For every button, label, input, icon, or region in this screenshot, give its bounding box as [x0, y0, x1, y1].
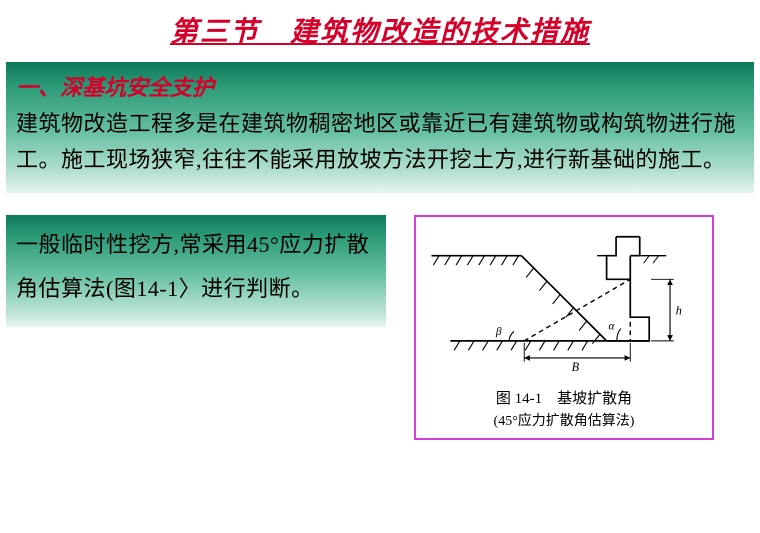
- label-h: h: [676, 303, 682, 317]
- section-2-body: 一般临时性挖方,常采用45°应力扩散角估算法(图14-1〉进行判断。: [16, 223, 376, 311]
- section-1-block: 一、深基坑安全支护 建筑物改造工程多是在建筑物稠密地区或靠近已有建筑物或构筑物进…: [6, 62, 754, 193]
- label-beta: β: [495, 326, 502, 338]
- figure-caption-2: (45°应力扩散角估算法): [422, 410, 706, 430]
- label-B: B: [572, 360, 580, 374]
- figure-diagram: α β B h: [422, 223, 706, 383]
- label-alpha: α: [608, 320, 615, 332]
- section-1-subheading: 一、深基坑安全支护: [16, 70, 744, 102]
- row-2: 一般临时性挖方,常采用45°应力扩散角估算法(图14-1〉进行判断。: [6, 215, 754, 440]
- figure-box: α β B h 图 14-1 基坡扩散角 (45°应力扩散角估算法): [414, 215, 714, 440]
- section-1-body: 建筑物改造工程多是在建筑物稠密地区或靠近已有建筑物或构筑物进行施工。施工现场狭窄…: [16, 106, 744, 179]
- section-2-block: 一般临时性挖方,常采用45°应力扩散角估算法(图14-1〉进行判断。: [6, 215, 386, 327]
- page-title: 第三节 建筑物改造的技术措施: [0, 0, 760, 58]
- figure-caption-1: 图 14-1 基坡扩散角: [422, 387, 706, 408]
